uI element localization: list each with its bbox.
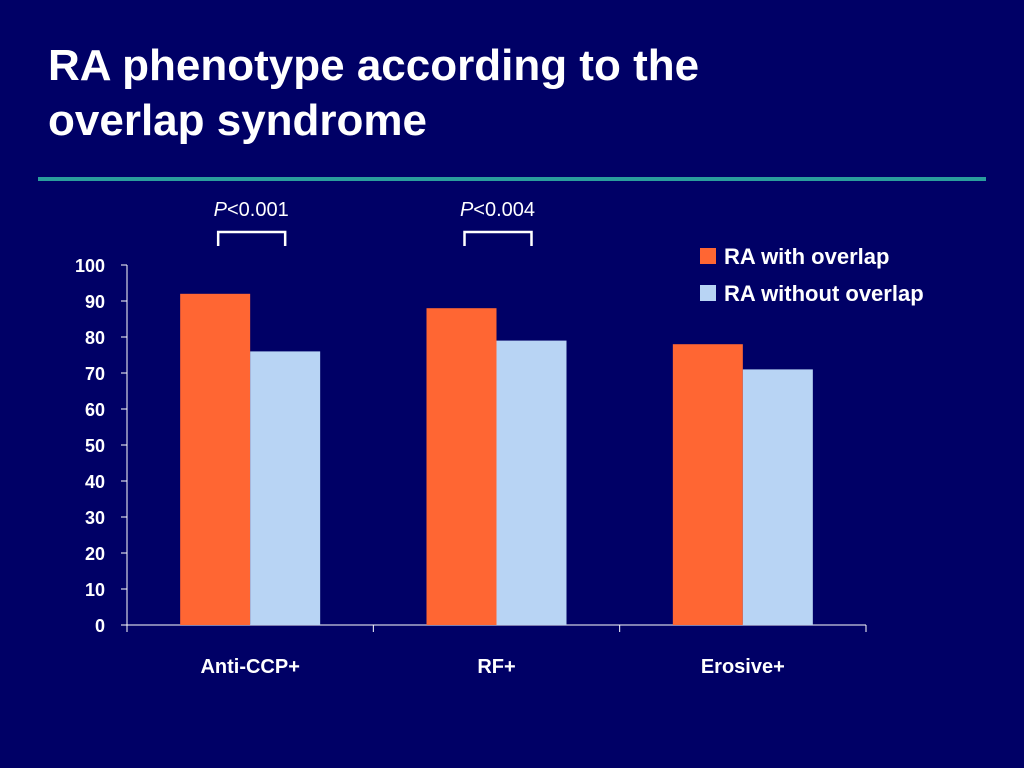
p-value-bracket [216, 230, 287, 246]
title-line-2: overlap syndrome [48, 96, 428, 145]
y-tick-label: 60 [85, 400, 105, 420]
x-category-label: RF+ [477, 656, 515, 678]
bar-with-overlap [426, 308, 497, 625]
legend-swatch [700, 248, 716, 264]
y-tick-label: 30 [85, 508, 105, 528]
y-tick-label: 80 [85, 328, 105, 348]
bar-without-overlap [742, 369, 813, 625]
y-tick-label: 70 [85, 364, 105, 384]
title-divider [38, 177, 986, 181]
bar-without-overlap [250, 351, 321, 625]
x-category-label: Anti-CCP+ [200, 656, 299, 678]
p-value-label: P<0.004 [460, 199, 535, 221]
y-tick-label: 20 [85, 544, 105, 564]
slide-title: RA phenotype according to the overlap sy… [48, 38, 948, 148]
y-tick-label: 10 [85, 580, 105, 600]
legend-swatch [700, 285, 716, 301]
p-value-bracket [463, 230, 533, 246]
bar-with-overlap [672, 344, 743, 625]
y-tick-label: 100 [75, 256, 105, 276]
y-tick-label: 40 [85, 472, 105, 492]
x-category-label: Erosive+ [701, 656, 785, 678]
p-value-label: P<0.001 [214, 199, 289, 221]
y-tick-label: 90 [85, 292, 105, 312]
legend-label: RA without overlap [724, 281, 924, 306]
bar-with-overlap [180, 293, 251, 625]
title-line-1: RA phenotype according to the [48, 41, 700, 90]
legend-label: RA with overlap [724, 244, 889, 269]
bar-without-overlap [496, 340, 567, 625]
y-tick-label: 50 [85, 436, 105, 456]
y-tick-label: 0 [95, 616, 105, 636]
